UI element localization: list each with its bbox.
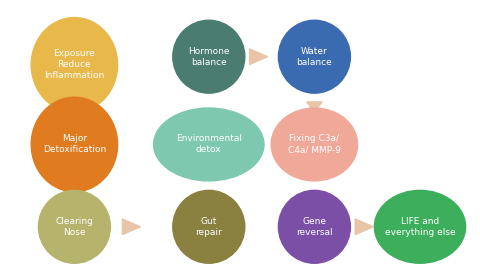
Ellipse shape [271, 108, 358, 181]
Text: Exposure
Reduce
Inflammation: Exposure Reduce Inflammation [44, 49, 105, 80]
Ellipse shape [154, 108, 264, 181]
Polygon shape [355, 219, 373, 235]
Ellipse shape [173, 20, 245, 93]
Polygon shape [67, 194, 82, 204]
Polygon shape [250, 49, 268, 65]
Polygon shape [122, 219, 140, 235]
Text: Gut
repair: Gut repair [195, 217, 222, 237]
Ellipse shape [374, 190, 466, 263]
Text: Clearing
Nose: Clearing Nose [56, 217, 93, 237]
Polygon shape [307, 194, 322, 204]
Ellipse shape [31, 18, 118, 112]
Ellipse shape [38, 190, 110, 263]
Text: Hormone
balance: Hormone balance [188, 47, 229, 67]
Ellipse shape [278, 190, 350, 263]
Polygon shape [67, 114, 82, 124]
Ellipse shape [173, 190, 245, 263]
Text: Fixing C3a/
C4a/ MMP-9: Fixing C3a/ C4a/ MMP-9 [288, 134, 341, 154]
Text: LIFE and
everything else: LIFE and everything else [384, 217, 456, 237]
Polygon shape [307, 102, 322, 112]
Polygon shape [201, 246, 216, 256]
Ellipse shape [31, 97, 118, 192]
Text: Major
Detoxification: Major Detoxification [43, 134, 106, 154]
Ellipse shape [278, 20, 350, 93]
Text: Environmental
detox: Environmental detox [176, 134, 242, 154]
Text: Gene
reversal: Gene reversal [296, 217, 333, 237]
Polygon shape [201, 163, 216, 174]
Text: Water
balance: Water balance [297, 47, 332, 67]
